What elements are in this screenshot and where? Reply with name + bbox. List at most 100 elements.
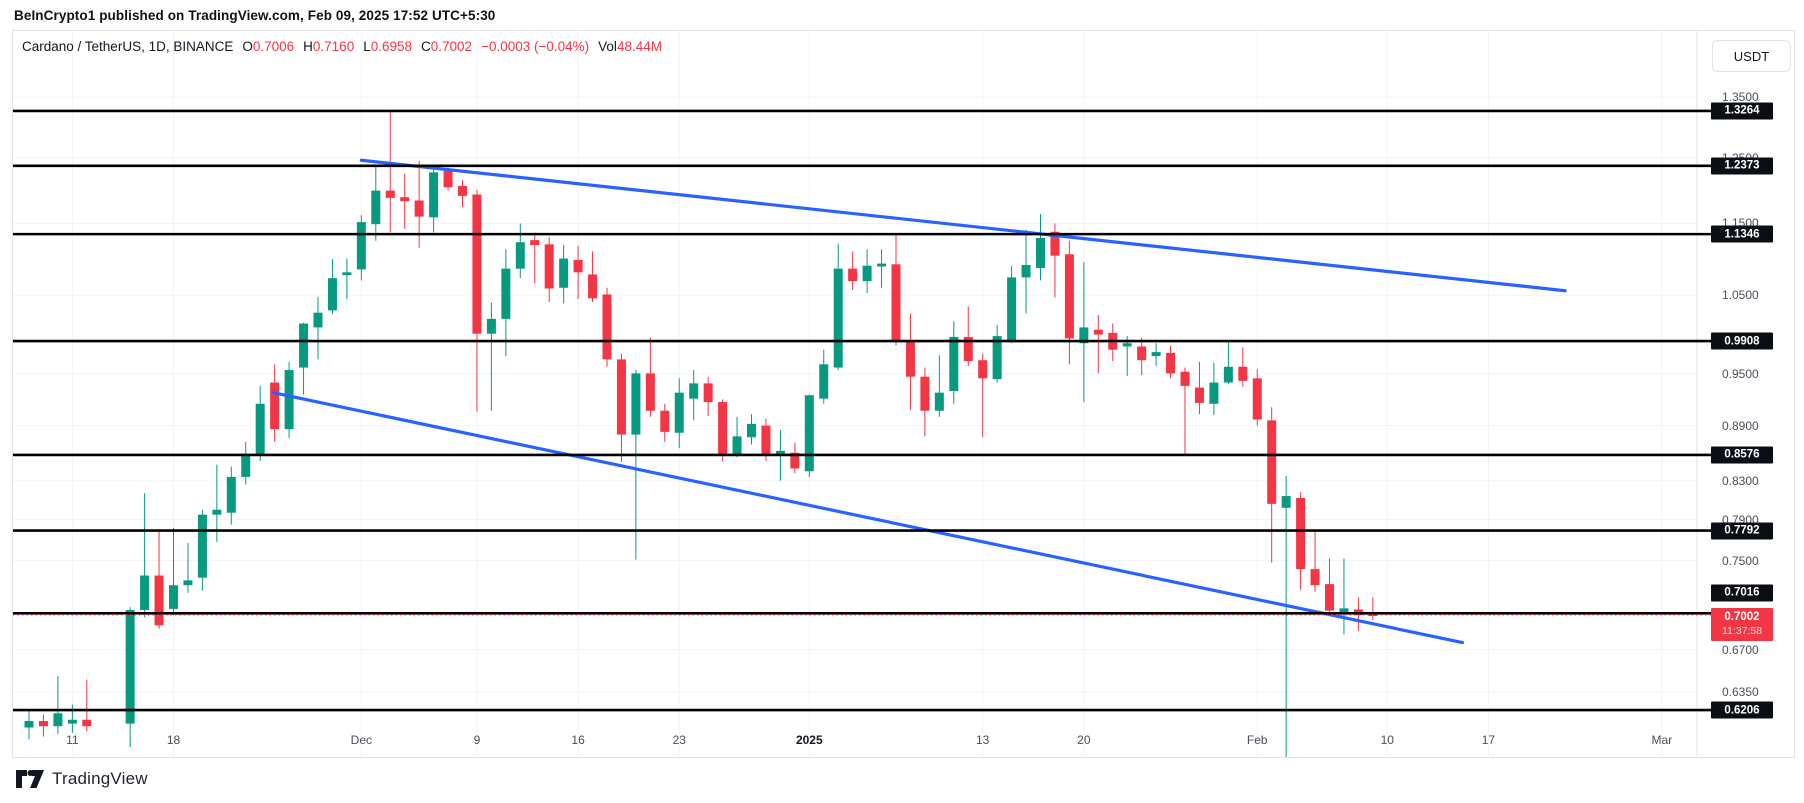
currency-toggle-button[interactable]: USDT <box>1712 40 1791 72</box>
candle-body <box>674 392 684 433</box>
candle-body <box>775 450 785 455</box>
time-axis-label: 13 <box>976 733 990 747</box>
candle-body <box>313 312 323 328</box>
candle-body <box>67 719 77 724</box>
candle-body <box>790 452 800 469</box>
time-axis-label: 2025 <box>795 733 823 747</box>
candle-body <box>400 197 410 202</box>
candle-body <box>1296 497 1306 570</box>
candle-body <box>1137 346 1147 361</box>
candle-body <box>1166 352 1176 374</box>
price-tick-label: 0.6700 <box>1722 642 1759 657</box>
candle-body <box>978 360 988 379</box>
symbol-legend: Cardano / TetherUS, 1D, BINANCE O0.7006 H0… <box>22 39 662 54</box>
candle-body <box>949 336 959 391</box>
candle-body <box>226 476 236 513</box>
candle-body <box>125 610 135 724</box>
time-axis-label: 16 <box>571 733 585 747</box>
candle-body <box>689 383 699 399</box>
publish-header: BeInCrypto1 published on TradingView.com… <box>14 8 496 23</box>
tradingview-attribution[interactable]: TradingView <box>16 769 148 789</box>
candle-body <box>356 222 366 270</box>
candle-body <box>429 172 439 218</box>
candle-body <box>544 244 554 289</box>
candle-body <box>1194 387 1204 403</box>
candle-body <box>183 580 193 586</box>
candle-body <box>458 185 467 196</box>
candle-body <box>501 268 511 319</box>
candle-body <box>530 240 540 246</box>
candle-body <box>588 274 598 299</box>
candle-body <box>1151 352 1161 357</box>
candle-body <box>602 294 612 360</box>
candle-body <box>284 370 294 430</box>
trendlines <box>271 158 1567 645</box>
candle-body <box>963 336 973 362</box>
candle-body <box>486 318 496 334</box>
level-price-badge: 1.3264 <box>1711 102 1773 120</box>
candle-series <box>24 110 1378 757</box>
candle-body <box>53 713 63 727</box>
time-axis-label: 10 <box>1380 733 1394 747</box>
bar-countdown: 11:37:58 <box>1721 624 1763 637</box>
candle-body <box>24 721 34 728</box>
candle-body <box>732 436 742 455</box>
price-tick-label: 0.6350 <box>1722 684 1759 699</box>
level-price-badge: 0.8576 <box>1711 446 1773 464</box>
candle-body <box>1050 231 1060 256</box>
candle-body <box>934 392 944 411</box>
candle-body <box>140 575 150 611</box>
candle-body <box>1238 366 1248 381</box>
time-axis-label: 18 <box>166 733 181 747</box>
candle-body <box>1036 238 1045 268</box>
price-tick-label: 0.9500 <box>1722 367 1759 382</box>
time-axis-label: 9 <box>473 733 481 747</box>
legend-value: H0.7160 <box>303 39 355 54</box>
candle-body <box>1122 343 1132 347</box>
level-price-badge: 0.9908 <box>1711 332 1773 350</box>
candle-body <box>1209 382 1219 404</box>
candle-body <box>573 259 583 273</box>
candle-body <box>804 395 814 472</box>
candle-body <box>848 268 858 282</box>
time-axis-label: Feb <box>1246 733 1268 747</box>
candle-body <box>1079 327 1089 344</box>
candle-body <box>1021 265 1031 278</box>
candle-body <box>1310 569 1320 586</box>
candle-body <box>747 423 756 438</box>
candle-body <box>1325 584 1334 611</box>
legend-value: C0.7002 <box>421 39 473 54</box>
grid-lines <box>13 30 1698 758</box>
candle-body <box>1252 378 1262 420</box>
time-axis-label: 20 <box>1077 733 1091 747</box>
candle-body <box>1267 420 1277 504</box>
candle-body <box>270 382 280 430</box>
time-axis-label: Dec <box>350 733 373 747</box>
candle-body <box>515 242 525 269</box>
candle-body <box>385 190 395 198</box>
candle-body <box>631 373 641 435</box>
legend-value: −0.0003 (−0.04%) <box>481 39 590 54</box>
candle-body <box>472 194 482 334</box>
candle-body <box>342 272 352 276</box>
candle-body <box>645 373 655 411</box>
symbol-title: Cardano / TetherUS, 1D, BINANCE <box>22 39 234 54</box>
candle-body <box>38 721 48 727</box>
candle-body <box>920 376 930 411</box>
candle-body <box>877 263 887 267</box>
level-price-badge: 0.6206 <box>1711 701 1773 719</box>
candle-body <box>1007 277 1017 341</box>
level-price-badge: 1.2373 <box>1711 157 1773 175</box>
current-price-value: 0.7002 <box>1724 610 1760 623</box>
candle-body <box>371 190 381 225</box>
candle-body <box>703 383 713 403</box>
time-axis-label: 23 <box>672 733 686 747</box>
tradingview-brand-text: TradingView <box>52 769 148 788</box>
legend-value: Vol48.44M <box>598 39 662 54</box>
candle-body <box>443 171 453 188</box>
price-tick-label: 0.7500 <box>1722 553 1759 568</box>
legend-value: L0.6958 <box>363 39 413 54</box>
legend-value: O0.7006 <box>242 39 295 54</box>
tradingview-logo-icon <box>16 770 44 788</box>
